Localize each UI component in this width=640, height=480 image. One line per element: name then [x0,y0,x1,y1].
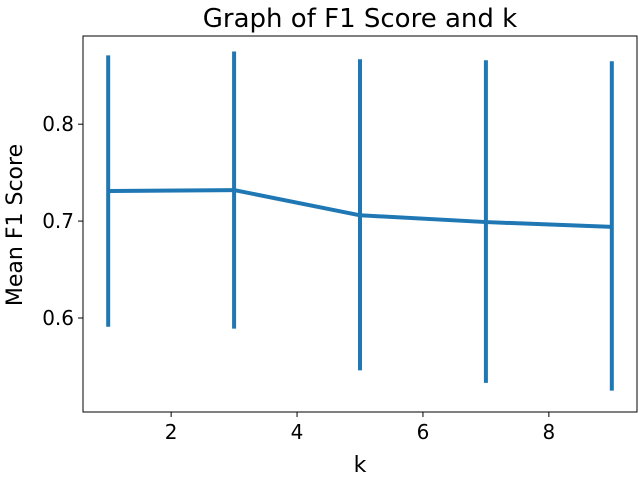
x-tick-label: 6 [417,420,430,444]
error-bars [106,51,614,391]
chart-title: Graph of F1 Score and k [203,4,517,34]
series-line [108,188,612,229]
y-tick-label: 0.7 [42,209,74,233]
plot-area [82,35,638,413]
x-axis-label: k [354,453,367,478]
x-tick-label: 2 [165,420,178,444]
y-axis-label: Mean F1 Score [3,144,28,306]
y-tick-label: 0.6 [42,306,74,330]
y-tick-label: 0.8 [42,112,74,136]
x-tick-label: 4 [291,420,304,444]
x-tick-label: 8 [542,420,555,444]
y-axis-ticks: 0.6 0.7 0.8 [42,112,83,330]
x-axis-ticks: 2 4 6 8 [165,412,555,444]
plot-frame [82,35,638,413]
